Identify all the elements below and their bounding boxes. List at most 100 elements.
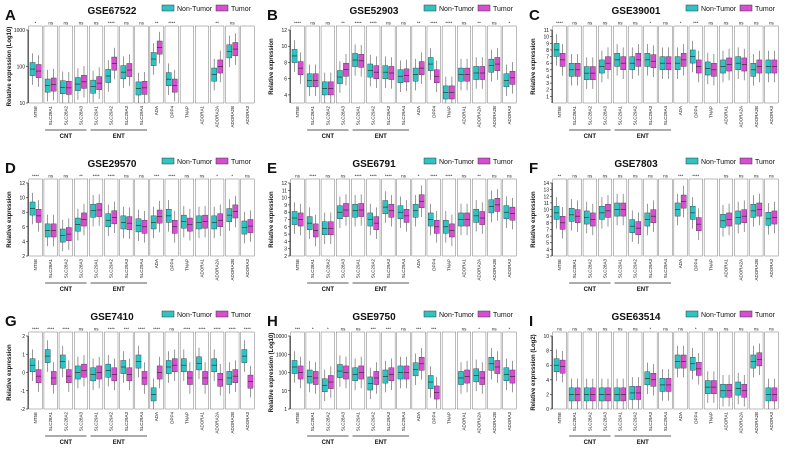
significance-label: ns [139,174,145,179]
comparison-frame [628,178,643,257]
group-label: CNT [60,440,73,446]
category-label: SLC29A3 [386,412,391,432]
panel-H: H GSE9750 Non-Tumor Tumor Relative expressio… [267,310,517,446]
comparison-frame [149,331,164,410]
comparison-frame [381,25,396,104]
comparison-frame [567,178,582,257]
comparison-frame [225,25,240,104]
comparison-frame [457,178,471,257]
comparison-frame [366,25,381,104]
y-tick-label: 2 [546,392,549,398]
group-label: ENT [113,440,125,446]
legend: Non-Tumor Tumor [685,157,776,166]
legend-label-non-tumor: Non-Tumor [701,312,737,319]
group-label: ENT [375,287,387,293]
comparison-frame [628,331,643,410]
y-tick-label: 12 [281,28,287,34]
significance-label: *** [416,327,422,332]
significance-label: **** [430,174,437,179]
y-tick-label: 4 [546,74,549,80]
category-label: SLC29A4 [401,106,406,126]
category-label: TNAP [446,412,451,424]
y-tick-label: 1 [22,352,25,358]
category-label: ADORA1 [724,106,729,125]
category-label: NT5E [557,106,562,118]
comparison-frame [613,178,628,257]
significance-label: ns [587,21,593,26]
category-label: SLC29A1 [618,412,623,432]
category-label: SLC29A1 [356,259,361,279]
legend-swatch-non-tumor [685,157,699,165]
significance-label: ** [477,21,481,26]
comparison-frame [305,331,320,410]
y-tick-label: 10 [281,389,287,395]
legend: Non-Tumor Tumor [161,157,252,166]
legend-label-non-tumor: Non-Tumor [177,159,213,166]
category-label: TNAP [708,412,713,424]
significance-label: **** [47,327,54,332]
category-label: SLC29A2 [109,106,114,126]
panel-letter: E [267,160,277,177]
y-tick-label: 8 [284,210,287,216]
comparison-frame [688,178,703,257]
panel-G: G GSE7410 Non-Tumor Tumor Relative expressio… [5,310,255,446]
y-tick-label: 1 [546,94,549,100]
y-tick-label: 10 [281,196,287,202]
category-label: NT5E [557,412,562,424]
significance-label: ns [769,21,775,26]
legend-swatch-non-tumor [161,157,175,165]
y-axis-label: Relative expression (Log10) [269,333,275,413]
category-label: ADORA3 [507,412,512,431]
comparison-frame [597,25,612,104]
significance-label: **** [692,174,699,179]
category-label: SLC29A4 [663,106,668,126]
significance-label: ns [48,174,54,179]
significance-label: **** [199,327,206,332]
category-label: SLC29A4 [139,412,144,432]
significance-label: ns [462,174,468,179]
comparison-frame [320,178,335,257]
category-label: ADORA2B [492,412,497,434]
comparison-frame [225,331,240,410]
y-tick-label: 10 [19,101,25,107]
significance-label: * [680,21,682,26]
comparison-frame [134,25,149,104]
category-label: NT5E [295,106,300,118]
significance-label: **** [445,174,452,179]
comparison-frame [643,178,658,257]
y-axis-label: Relative expression [531,191,537,248]
category-label: DPP4 [431,106,436,118]
comparison-frame [381,331,396,410]
y-tick-label: 5 [546,241,549,247]
significance-label: ns [462,327,468,332]
category-label: ADORA3 [507,259,512,278]
significance-label: ns [663,174,669,179]
comparison-frame [764,178,779,257]
legend-swatch-tumor [477,157,491,165]
comparison-frame [502,331,517,410]
significance-label: ns [618,327,624,332]
y-axis-label: Relative expression [269,191,275,248]
y-tick-label: 12 [543,194,549,200]
category-label: ADORA1 [462,106,467,125]
group-label: ENT [113,287,125,293]
panel-letter: C [529,7,540,24]
category-label: SLC28A3 [78,412,83,432]
comparison-frame [411,178,426,257]
legend-label-tumor: Tumor [493,312,514,319]
significance-label: *** [678,174,684,179]
category-label: DPP4 [693,259,698,271]
panel-letter: D [5,160,16,177]
category-label: SLC28A1 [310,106,315,126]
significance-label: ns [603,21,609,26]
y-tick-label: 9 [284,203,287,209]
comparison-frame [613,331,628,410]
legend-swatch-tumor [739,4,753,12]
category-label: DPP4 [431,259,436,271]
category-label: SLC29A2 [109,412,114,432]
legend-swatch-tumor [739,157,753,165]
y-tick-label: 0 [22,371,25,377]
significance-label: ns [295,174,301,179]
comparison-frame [89,178,104,257]
comparison-frame [426,178,441,257]
